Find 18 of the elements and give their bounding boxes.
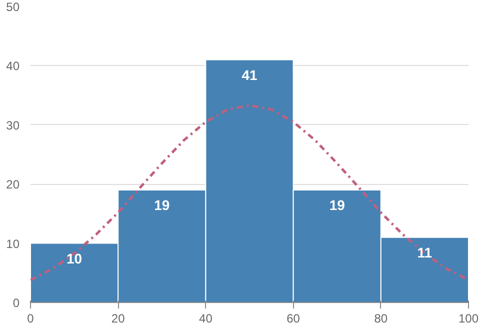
data-label: 41 xyxy=(242,66,258,83)
x-tick-label: 40 xyxy=(199,312,213,326)
data-label: 10 xyxy=(66,250,82,266)
data-label: 19 xyxy=(329,197,346,214)
y-tick-label: 30 xyxy=(6,118,20,132)
data-label: 19 xyxy=(154,197,170,214)
x-tick-label: 100 xyxy=(458,312,479,326)
data-label: 11 xyxy=(417,244,432,260)
y-tick-label: 40 xyxy=(6,59,20,74)
y-tick-label: 50 xyxy=(6,0,20,14)
line-series xyxy=(30,104,468,282)
x-tick-label: 60 xyxy=(286,312,300,326)
y-tick-label: 20 xyxy=(6,178,20,192)
x-tick-label: 20 xyxy=(111,312,126,326)
x-tick-label: 0 xyxy=(27,312,34,326)
x-tick-label: 80 xyxy=(374,312,388,326)
y-tick-label: 0 xyxy=(12,296,20,310)
y-tick-label: 10 xyxy=(6,236,20,251)
